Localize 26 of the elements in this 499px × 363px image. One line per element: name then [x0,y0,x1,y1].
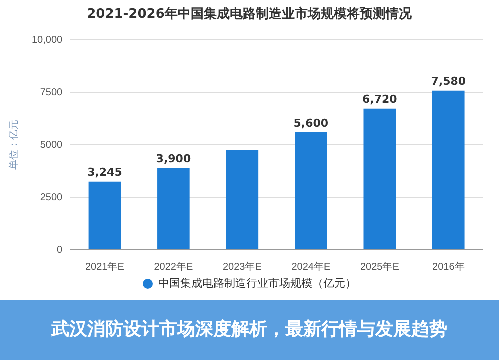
text: 武汉消防设计市场深度解析，最新行情与发展趋势 [0,300,499,360]
data-label: 5,600 [294,116,329,130]
legend-label: 中国集成电路制造行业市场规模（亿元） [158,277,356,290]
data-label: 3,245 [88,166,122,180]
bar [295,132,328,250]
data-label: 7,580 [431,75,466,88]
bar [432,90,465,250]
y-tick-label: 0 [57,244,64,256]
x-tick-label: 2022年E [154,260,194,273]
data-label: 3,900 [156,152,192,166]
y-tick-label: 5000 [40,140,64,151]
bar [158,168,190,250]
y-tick-label: 2500 [40,192,64,204]
data-label: 6,720 [362,93,398,106]
y-tick-label: 10,000 [32,34,64,46]
x-tick-label: 2021年E [85,260,125,273]
x-tick-label: 2023年E [222,260,262,273]
chart-title: 2021-2026年中国集成电路制造业市场规模将预测情况 [86,6,413,24]
x-tick-label: 2025年E [360,260,400,273]
x-tick-label: 2024年E [292,260,331,273]
x-tick-label: 2016年 [432,260,465,273]
y-axis-title: 单位：亿元 [8,120,20,170]
y-tick-label: 7500 [40,87,64,98]
bar [88,182,122,250]
bar [364,108,396,250]
bar [226,150,259,250]
